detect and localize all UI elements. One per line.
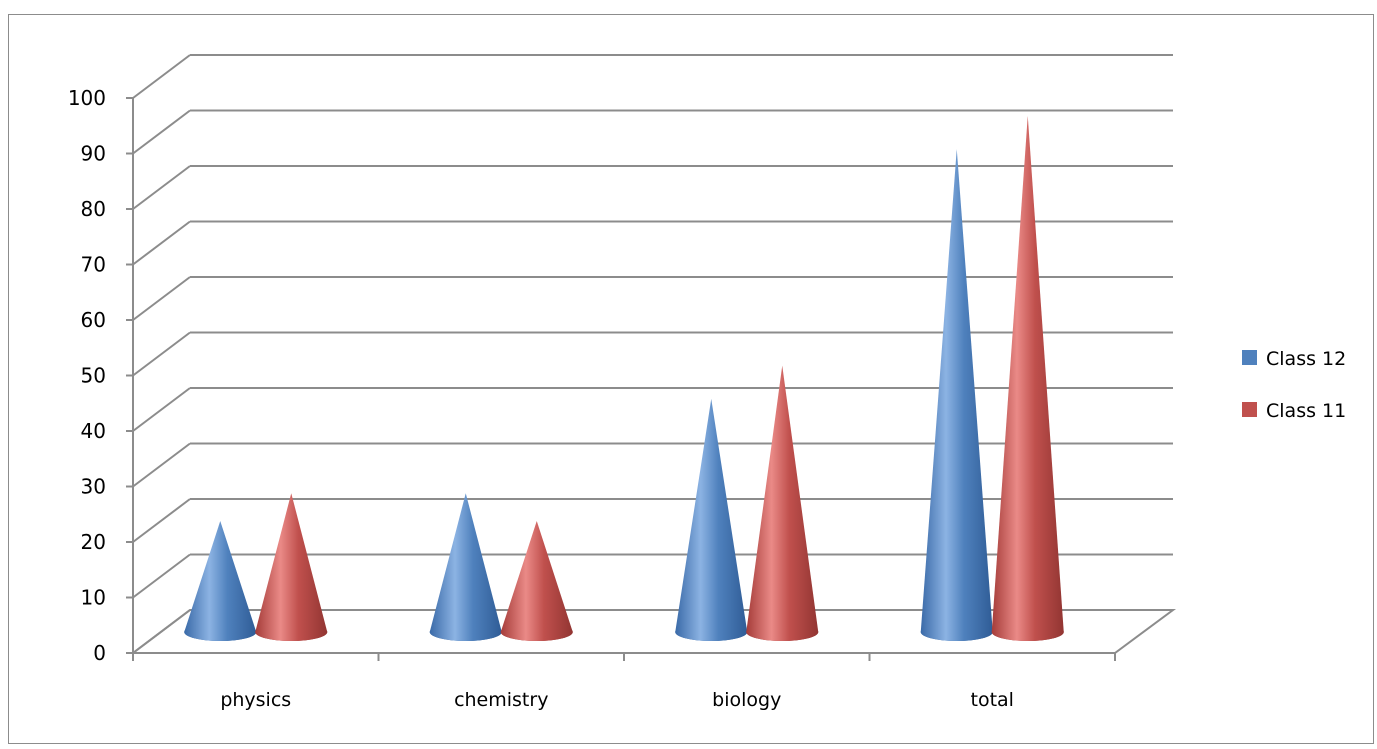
gridline-diagonal — [132, 442, 191, 488]
cone-class-11-total — [991, 115, 1064, 642]
axis-labels: 0 10 20 30 40 50 60 70 80 90 100 physics chemistry bi… — [68, 86, 1014, 711]
gridline-diagonal — [132, 276, 191, 321]
cone-class-12-biology — [675, 398, 748, 641]
legend-item-class-12: Class 12 — [1242, 348, 1346, 370]
axes — [126, 97, 1177, 661]
y-tick-label: 60 — [81, 308, 106, 332]
x-tick-label: total — [971, 689, 1014, 711]
cone-class-11-biology — [746, 365, 819, 641]
y-tick-label: 100 — [68, 86, 106, 110]
x-tick-label: biology — [712, 689, 781, 711]
legend-item-class-11: Class 11 — [1242, 400, 1346, 422]
x-tick-label: physics — [220, 689, 291, 711]
gridline-diagonal — [132, 498, 191, 543]
x-tick-label: chemistry — [454, 689, 548, 711]
gridline-diagonal — [132, 387, 191, 432]
legend-label: Class 12 — [1266, 348, 1346, 370]
y-tick-label: 0 — [93, 641, 106, 665]
legend-swatch — [1242, 350, 1257, 365]
cone-class-11-physics — [255, 493, 328, 641]
legend: Class 12 Class 11 — [1242, 348, 1346, 422]
legend-label: Class 11 — [1266, 400, 1346, 422]
y-tick-label: 30 — [81, 475, 106, 499]
gridline-diagonal — [132, 331, 191, 377]
y-tick-label: 50 — [81, 364, 106, 388]
gridline-diagonal — [132, 220, 191, 266]
gridline-diagonal — [132, 165, 191, 210]
y-tick-label: 90 — [81, 142, 106, 166]
y-tick-label: 10 — [81, 586, 106, 610]
y-tick-label: 80 — [81, 197, 106, 221]
legend-swatch — [1242, 402, 1257, 417]
y-tick-label: 70 — [81, 253, 106, 277]
floor-outline — [132, 609, 1177, 654]
cone-class-12-chemistry — [429, 493, 502, 641]
gridline-diagonal — [132, 553, 191, 599]
cone-class-11-chemistry — [500, 521, 573, 641]
gridline-diagonal — [132, 109, 191, 155]
y-tick-label: 20 — [81, 530, 106, 554]
cone-class-12-total — [920, 149, 993, 641]
plot-area — [184, 115, 1064, 642]
y-tick-label: 40 — [81, 419, 106, 443]
cone-class-12-physics — [184, 521, 257, 641]
gridline-diagonal — [132, 54, 191, 99]
